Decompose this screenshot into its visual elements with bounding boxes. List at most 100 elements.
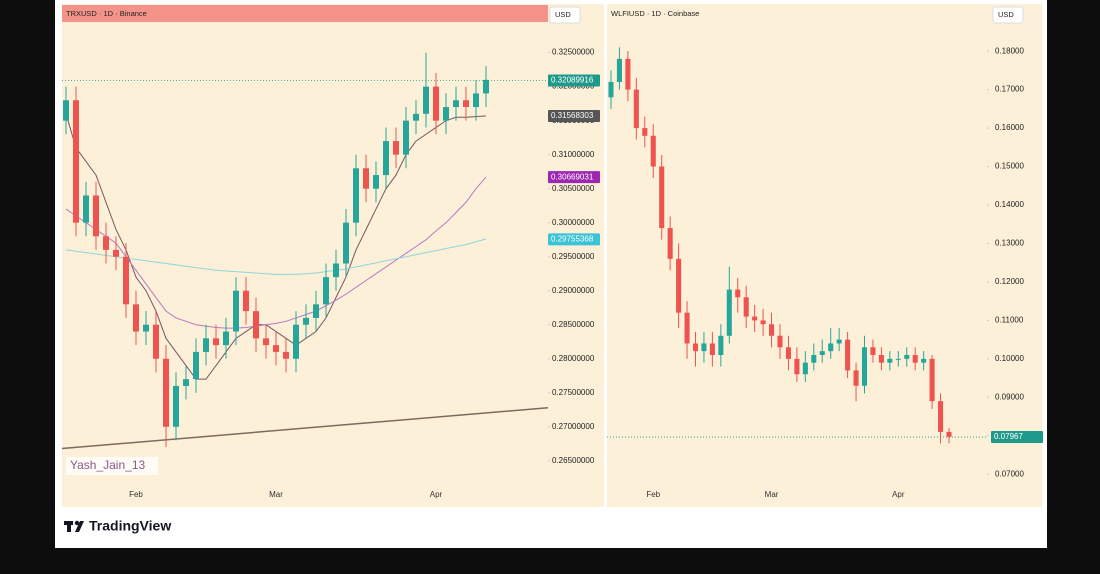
- candle-body: [794, 358, 800, 375]
- y-tick-label: 0.15000: [995, 162, 1024, 171]
- y-tick-label: 0.10000: [995, 354, 1024, 363]
- candle-body: [726, 289, 732, 336]
- watermark: Yash_Jain_13: [70, 458, 145, 472]
- candle-body: [373, 175, 379, 189]
- chart-title: WLFIUSD · 1D · Coinbase: [611, 9, 699, 18]
- candle-body: [769, 324, 775, 336]
- y-tick-label: 0.29000000: [552, 286, 595, 295]
- candle-body: [343, 222, 349, 264]
- candle-body: [293, 324, 299, 359]
- y-tick-label: 0.28500000: [552, 320, 595, 329]
- currency: USD: [555, 10, 571, 19]
- x-tick-label: Apr: [892, 490, 905, 499]
- candle-body: [393, 141, 399, 155]
- candle-body: [213, 338, 219, 346]
- candle-body: [819, 351, 825, 355]
- y-tick-label: 0.30000000: [552, 218, 595, 227]
- x-tick-label: Mar: [765, 490, 779, 499]
- moving-average: [65, 238, 487, 275]
- y-tick-label: 0.07000: [995, 469, 1024, 478]
- candle-body: [676, 258, 682, 313]
- candle-body: [243, 290, 249, 312]
- moving-average: [65, 176, 487, 329]
- candle-body: [463, 100, 469, 108]
- y-tick-label: 0.30500000: [552, 184, 595, 193]
- candle-body: [752, 316, 758, 321]
- brand: TradingView: [89, 518, 171, 534]
- y-tick-label: 0.12000: [995, 277, 1024, 286]
- currency: USD: [998, 10, 1014, 19]
- y-tick-label: 0.28000000: [552, 354, 595, 363]
- x-tick-label: Feb: [646, 490, 660, 499]
- price-label-box: [548, 109, 600, 122]
- y-tick-label: 0.32500000: [552, 48, 595, 57]
- price-label: 0.32089916: [551, 76, 594, 85]
- candle-body: [93, 195, 99, 237]
- x-tick-label: Mar: [269, 490, 283, 499]
- candle-body: [483, 79, 489, 94]
- candle-body: [143, 324, 149, 332]
- trendline: [61, 406, 549, 450]
- y-tick-label: 0.18000: [995, 46, 1024, 55]
- candle-body: [616, 58, 622, 82]
- candle-body: [253, 311, 259, 339]
- currency-box: [549, 6, 581, 24]
- candle-body: [650, 135, 656, 167]
- candle-body: [709, 343, 715, 355]
- candle-body: [946, 431, 952, 437]
- candle-body: [870, 347, 876, 355]
- candle-body: [443, 107, 449, 121]
- panel-right: [607, 4, 1042, 507]
- candle-body: [403, 120, 409, 155]
- candle-body: [895, 358, 901, 360]
- price-label: 0.29755368: [551, 234, 594, 243]
- candle-body: [743, 297, 749, 317]
- y-tick-label: 0.09000: [995, 392, 1024, 401]
- candle-body: [123, 256, 129, 305]
- price-label: 0.07967: [994, 432, 1023, 441]
- price-label-box: [991, 431, 1043, 444]
- price-label: 0.30669031: [551, 172, 594, 181]
- candle-body: [633, 89, 639, 129]
- candle-body: [133, 304, 139, 332]
- candle-body: [659, 166, 665, 229]
- y-tick-label: 0.27000000: [552, 422, 595, 431]
- candle-body: [853, 370, 859, 386]
- candle-body: [433, 86, 439, 121]
- header-band: [62, 5, 548, 22]
- candle-body: [333, 263, 339, 278]
- candle-body: [921, 358, 927, 363]
- candle-body: [223, 331, 229, 346]
- candle-body: [353, 168, 359, 223]
- y-tick-label: 0.13000: [995, 239, 1024, 248]
- y-tick-label: 0.17000: [995, 85, 1024, 94]
- y-tick-label: 0.27500000: [552, 388, 595, 397]
- candle-body: [836, 339, 842, 344]
- chart-title: TRXUSD · 1D · Binance: [66, 9, 147, 18]
- candle-body: [173, 385, 179, 427]
- price-label-box: [548, 171, 600, 184]
- y-tick-label: 0.26500000: [552, 456, 595, 465]
- candle-body: [413, 113, 419, 121]
- candle-body: [878, 355, 884, 363]
- candle-body: [692, 343, 699, 352]
- candle-body: [273, 345, 279, 352]
- y-tick-label: 0.29500000: [552, 252, 595, 261]
- candle-body: [718, 335, 724, 355]
- candle-body: [904, 355, 910, 359]
- candle-body: [323, 277, 329, 305]
- candle-body: [828, 343, 834, 352]
- candle-body: [203, 338, 209, 352]
- candle-body: [163, 358, 169, 427]
- candle-body: [63, 100, 69, 121]
- brand-logo: [64, 520, 84, 532]
- candle-body: [608, 81, 614, 98]
- candle-body: [313, 304, 319, 318]
- candle-body: [912, 355, 918, 363]
- candle-body: [938, 401, 944, 432]
- candle-body: [735, 289, 741, 298]
- price-label-box: [548, 74, 600, 87]
- candle-body: [785, 347, 791, 359]
- candle-body: [473, 93, 479, 108]
